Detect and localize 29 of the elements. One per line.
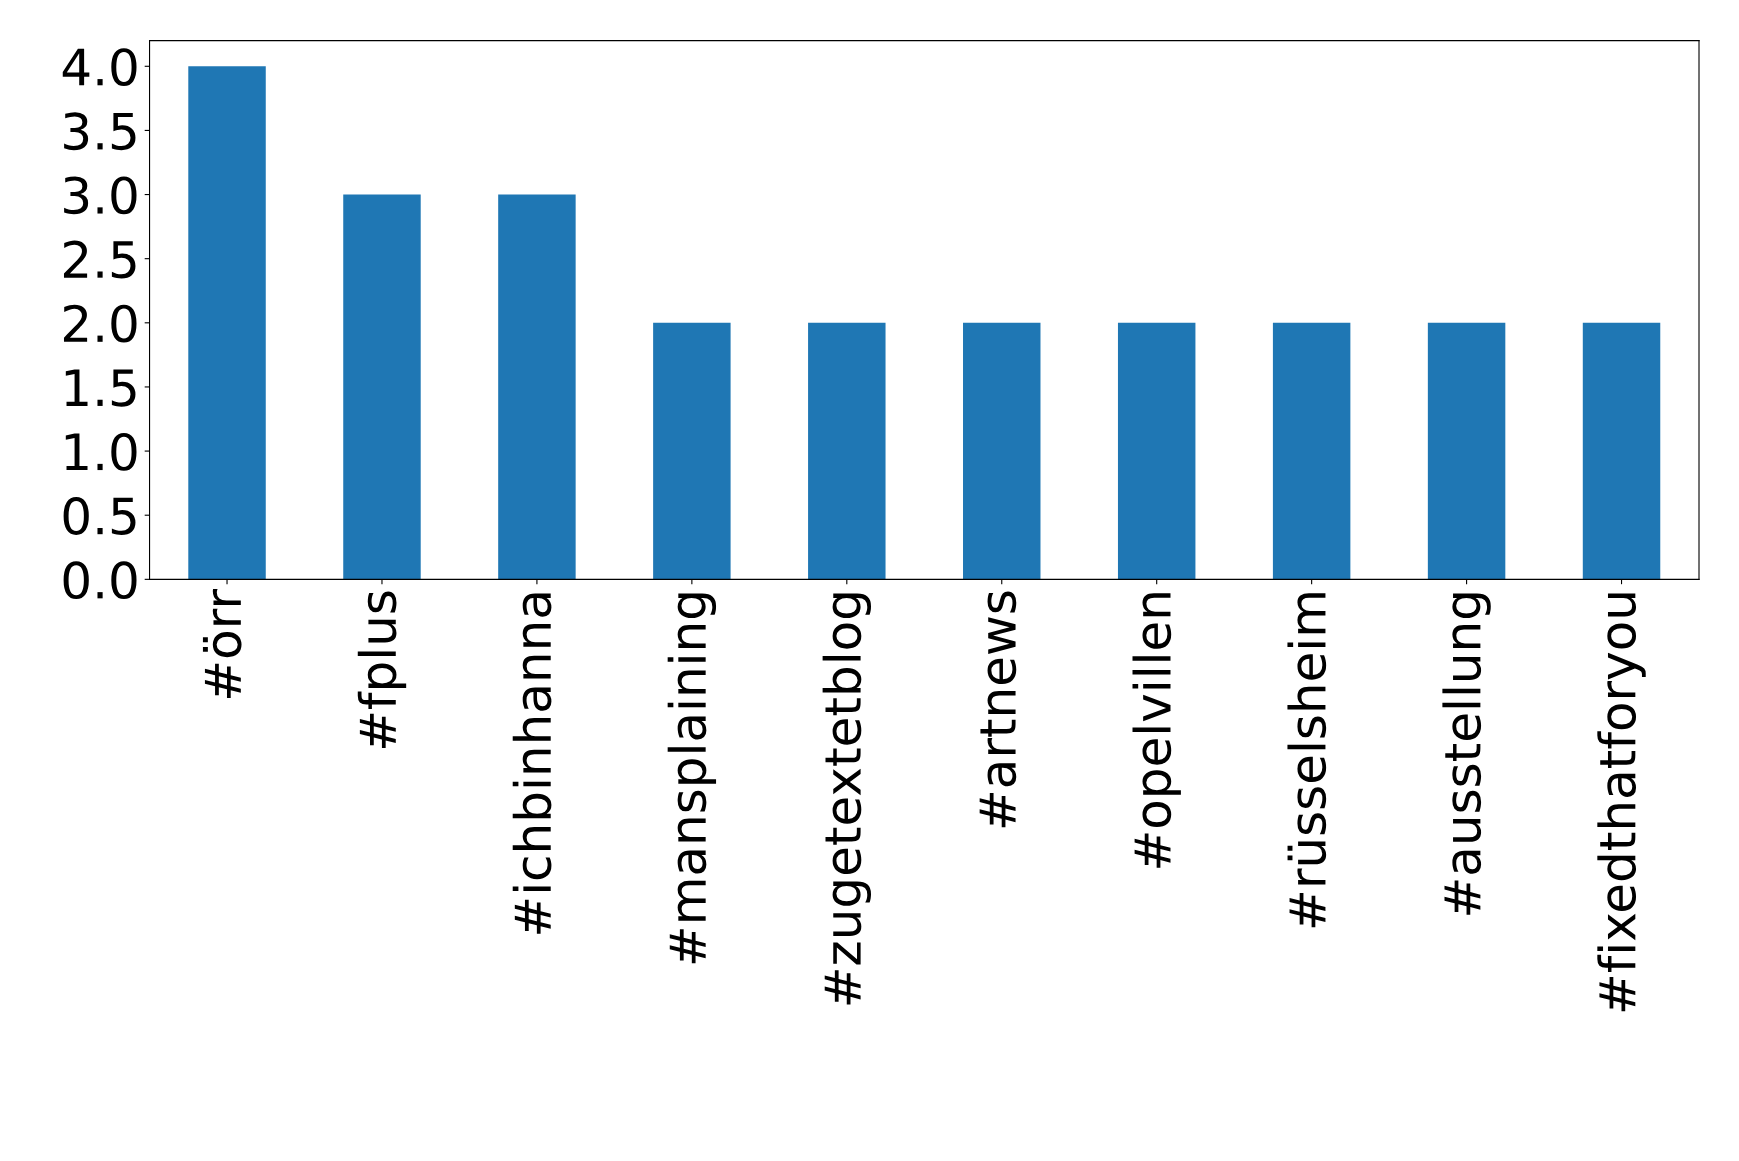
x-tick-label: #rüsselsheim xyxy=(1287,593,1327,928)
y-tick-label: 1.0 xyxy=(65,432,137,471)
x-tick-label: #örr xyxy=(202,589,242,698)
x-tick-label: #zugetextetblog xyxy=(822,593,871,1005)
x-tick-label: #opelvillen xyxy=(1132,593,1181,868)
x-tick-label: #mansplaining xyxy=(667,593,717,964)
x-tick-label: #fplus xyxy=(357,591,407,749)
y-tick-label: 0.5 xyxy=(63,497,136,535)
x-tick-label: #artnews xyxy=(979,591,1017,828)
y-tick-label: 3.0 xyxy=(64,176,137,215)
bar xyxy=(808,322,886,580)
y-tick-label: 3.5 xyxy=(64,112,136,151)
y-tick-label: 4.0 xyxy=(62,48,137,86)
bar xyxy=(1427,322,1506,580)
y-tick-label: 2.0 xyxy=(63,304,137,343)
bar xyxy=(188,66,266,580)
y-tick-label: 0.0 xyxy=(63,561,137,600)
bar xyxy=(653,322,731,580)
y-tick-label: 1.5 xyxy=(65,369,136,407)
x-tick-label: #fixedthatforyou xyxy=(1597,593,1646,1012)
bar xyxy=(498,194,576,580)
bar xyxy=(1272,322,1351,580)
y-tick-label: 2.5 xyxy=(63,240,136,279)
x-tick-label: #ausstellung xyxy=(1442,593,1491,915)
bar xyxy=(343,194,421,580)
bar xyxy=(963,322,1041,580)
x-tick-label: #ichbinhanna xyxy=(512,593,552,934)
bar xyxy=(1582,322,1661,580)
bar xyxy=(1117,322,1196,580)
